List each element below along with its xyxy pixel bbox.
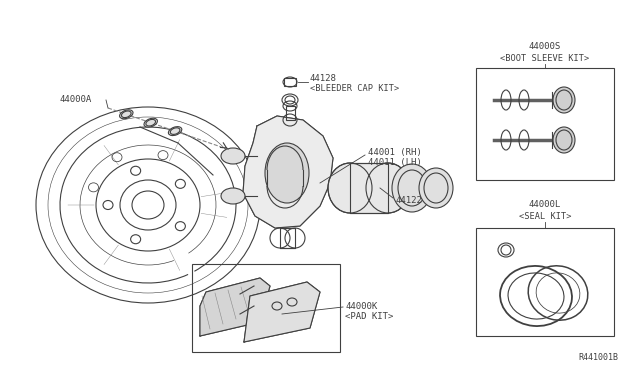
Ellipse shape [392,164,432,212]
Text: 44000A: 44000A [60,96,92,105]
Bar [476,68,614,180]
Text: R441001B: R441001B [578,353,618,362]
Bar [280,228,295,248]
Text: <BOOT SLEEVE KIT>: <BOOT SLEEVE KIT> [500,54,589,63]
Polygon shape [243,116,333,228]
Ellipse shape [366,163,410,213]
Text: 44000S: 44000S [529,42,561,51]
Bar [192,264,340,352]
Ellipse shape [553,87,575,113]
Text: 44000K: 44000K [345,302,377,311]
Polygon shape [244,282,320,342]
Text: 44011 (LH): 44011 (LH) [368,158,422,167]
Bar [286,106,295,120]
Ellipse shape [328,163,372,213]
Text: <SEAL KIT>: <SEAL KIT> [519,212,572,221]
Text: 44122: 44122 [395,196,422,205]
Bar [284,78,296,86]
Text: 44001 (RH): 44001 (RH) [368,148,422,157]
Text: <PAD KIT>: <PAD KIT> [345,312,394,321]
Ellipse shape [221,188,245,204]
Ellipse shape [265,143,309,203]
Ellipse shape [419,168,453,208]
Bar [476,228,614,336]
Ellipse shape [144,118,157,127]
Ellipse shape [168,126,182,135]
Text: <BLEEDER CAP KIT>: <BLEEDER CAP KIT> [310,84,399,93]
Ellipse shape [120,110,133,119]
Bar [350,163,388,213]
Polygon shape [200,278,270,336]
Ellipse shape [221,148,245,164]
Text: 44000L: 44000L [529,200,561,209]
Text: 44128: 44128 [310,74,337,83]
Ellipse shape [553,127,575,153]
